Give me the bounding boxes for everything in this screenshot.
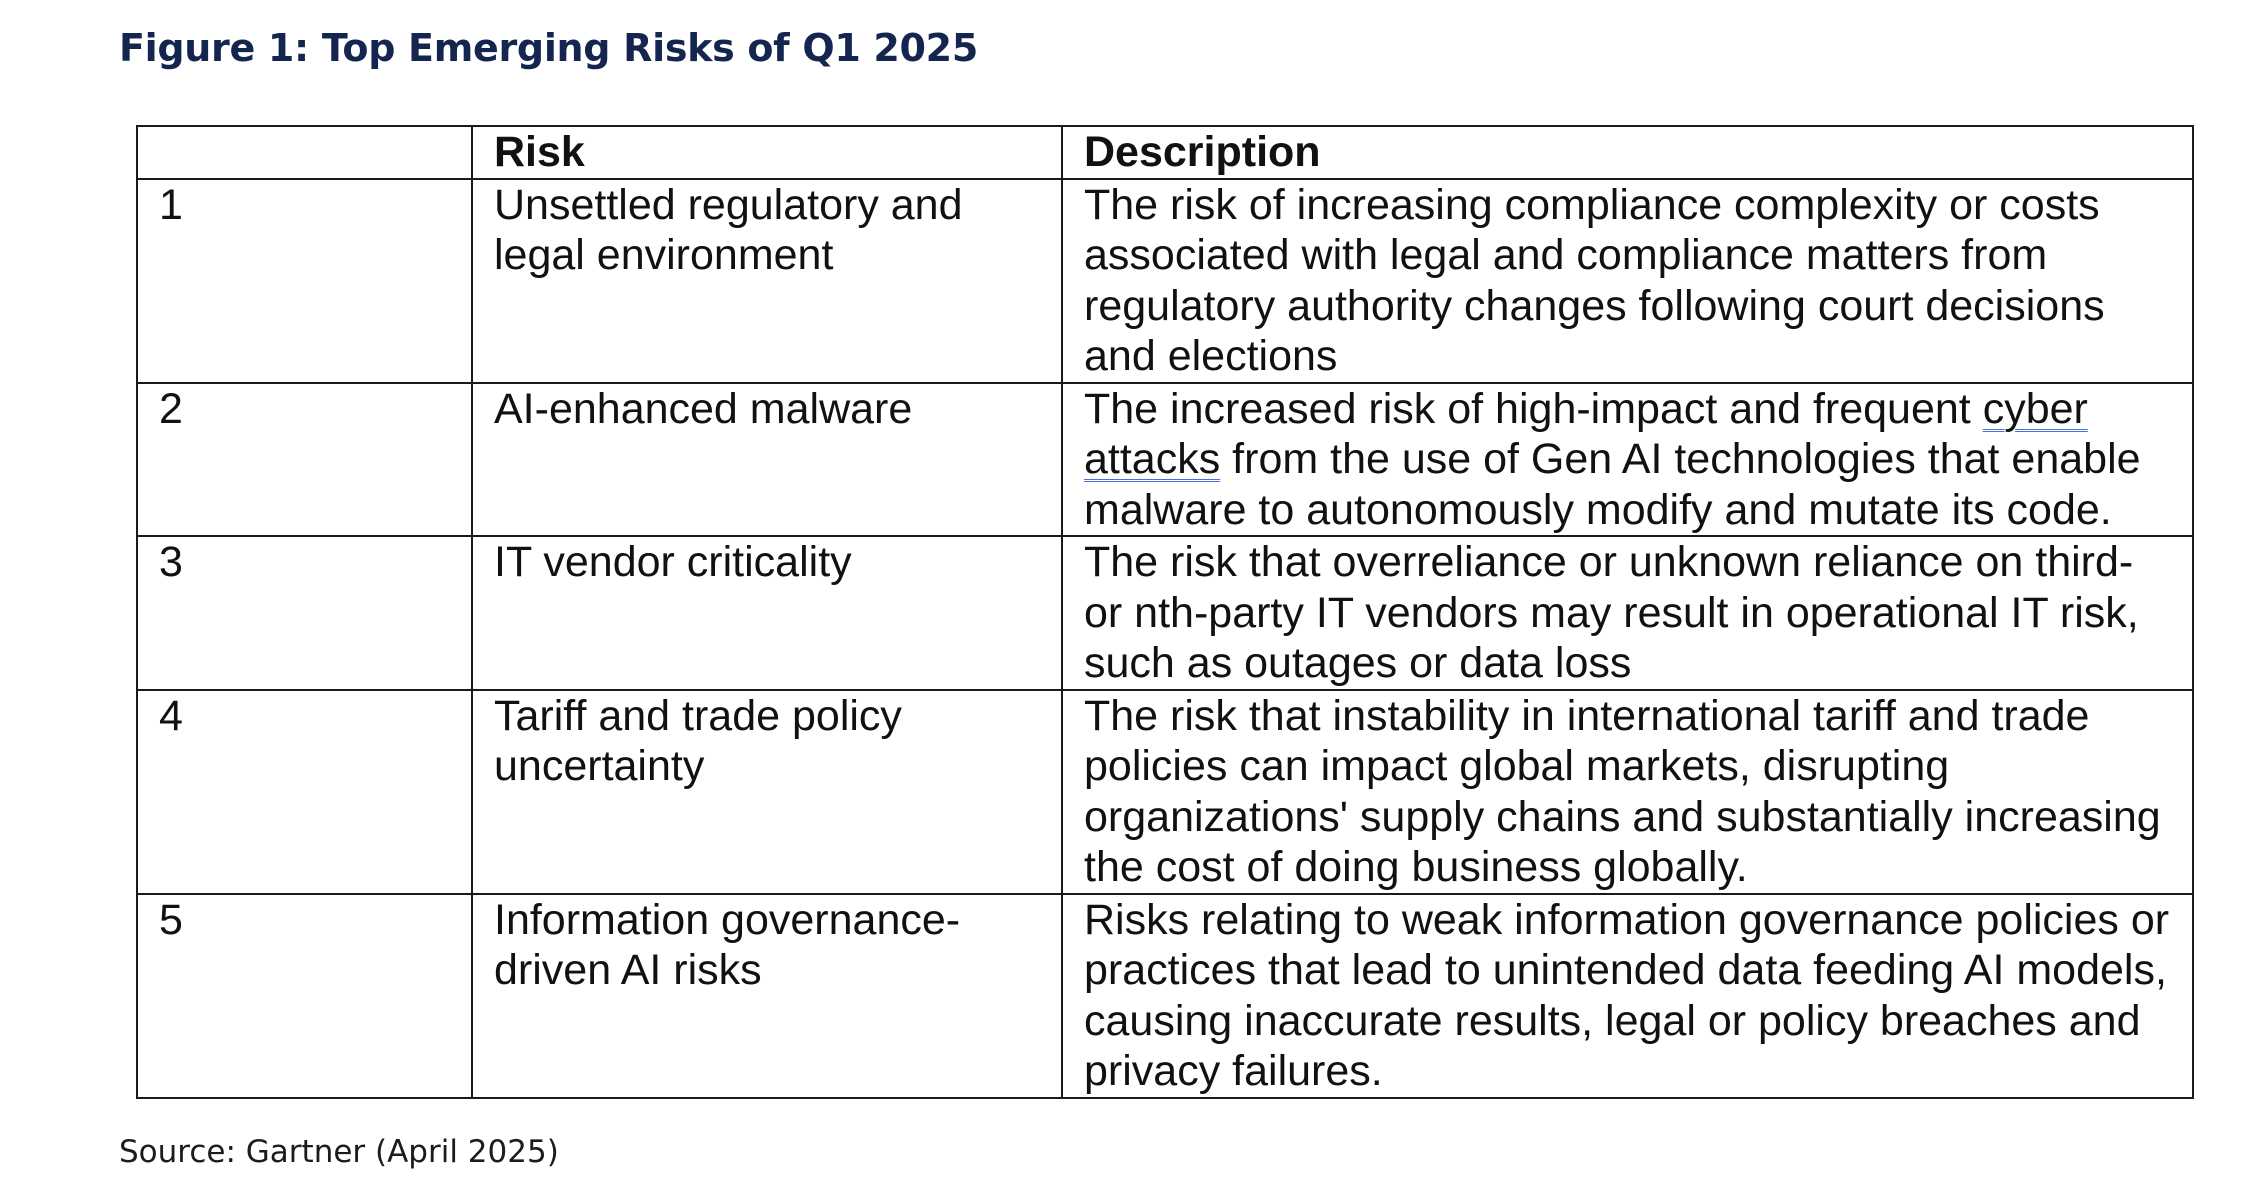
table-row: 5 Information governance-driven AI risks… xyxy=(136,892,2194,1099)
risk-description: Risks relating to weak information gover… xyxy=(1061,892,2194,1099)
header-number xyxy=(136,125,473,180)
risk-description: The risk of increasing compliance comple… xyxy=(1061,177,2194,384)
spellcheck-underlined-text: cyber attacks xyxy=(1084,384,2088,484)
risk-description: The increased risk of high-impact and fr… xyxy=(1061,381,2194,537)
risk-description: The risk that instability in internation… xyxy=(1061,688,2194,895)
description-text: The increased risk of high-impact and fr… xyxy=(1084,384,1983,433)
row-number: 1 xyxy=(136,177,473,384)
row-number: 4 xyxy=(136,688,473,895)
table-row: 3 IT vendor criticality The risk that ov… xyxy=(136,535,2194,691)
row-number: 5 xyxy=(136,892,473,1099)
risk-name: Information governance-driven AI risks xyxy=(471,892,1063,1099)
header-risk: Risk xyxy=(471,125,1063,180)
figure-title: Figure 1: Top Emerging Risks of Q1 2025 xyxy=(119,26,978,70)
row-number: 3 xyxy=(136,535,473,691)
risk-description: The risk that overreliance or unknown re… xyxy=(1061,535,2194,691)
header-description: Description xyxy=(1061,125,2194,180)
source-note: Source: Gartner (April 2025) xyxy=(119,1134,559,1170)
description-text: from the use of Gen AI technologies that… xyxy=(1084,435,2141,534)
emerging-risks-table: Risk Description 1 Unsettled regulatory … xyxy=(136,125,2194,1099)
table-row: 4 Tariff and trade policy uncertainty Th… xyxy=(136,688,2194,895)
risk-name: Tariff and trade policy uncertainty xyxy=(471,688,1063,895)
risk-name: AI-enhanced malware xyxy=(471,381,1063,537)
table-row: 1 Unsettled regulatory and legal environ… xyxy=(136,177,2194,384)
row-number: 2 xyxy=(136,381,473,537)
risk-name: IT vendor criticality xyxy=(471,535,1063,691)
table-row: 2 AI-enhanced malware The increased risk… xyxy=(136,381,2194,537)
risk-name: Unsettled regulatory and legal environme… xyxy=(471,177,1063,384)
table-header-row: Risk Description xyxy=(136,125,2194,180)
